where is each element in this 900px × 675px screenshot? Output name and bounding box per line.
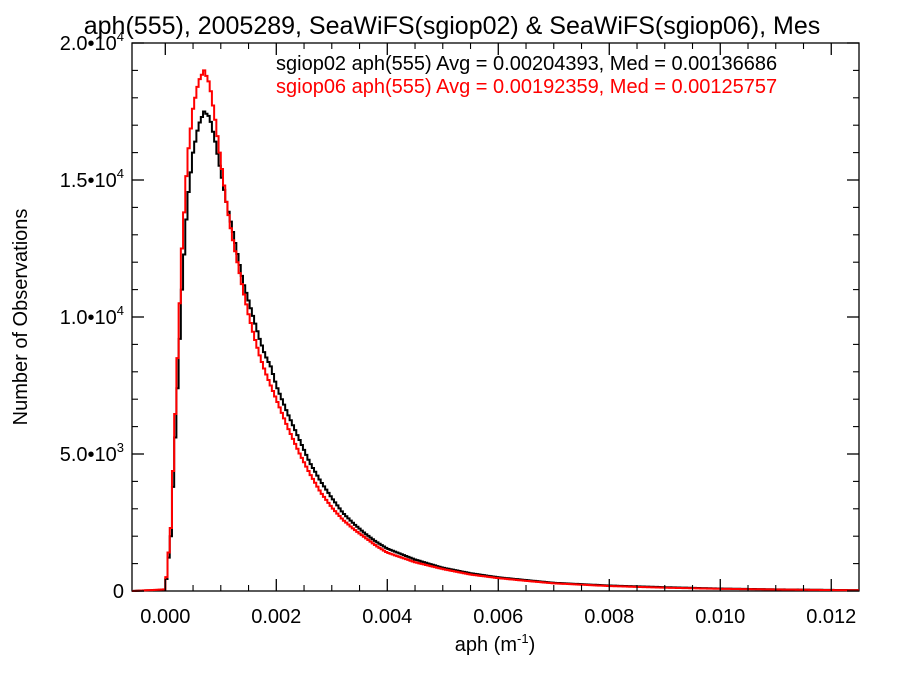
x-axis-label: aph (m-1) — [455, 631, 536, 656]
x-tick-label-1: 0.002 — [251, 606, 301, 628]
legend: sgiop02 aph(555) Avg = 0.00204393, Med =… — [276, 53, 777, 98]
x-axis-label-unit-exp: -1 — [517, 631, 529, 646]
x-tick-label-4: 0.008 — [584, 606, 634, 628]
x-axis-label-name: aph — [455, 634, 488, 656]
y-tick-exponent: 3 — [117, 440, 124, 455]
x-tick-label-0: 0.000 — [140, 606, 190, 628]
y-tick-label-4: 2.0•104 — [60, 29, 124, 55]
y-tick-label-1: 5.0•103 — [60, 440, 124, 466]
y-axis-label: Number of Observations — [10, 209, 32, 426]
x-tick-label-5: 0.010 — [695, 606, 745, 628]
y-tick-label-3: 1.5•104 — [60, 166, 124, 192]
y-tick-label-0: 0 — [113, 581, 124, 603]
y-tick-exponent: 4 — [117, 29, 124, 44]
y-tick-exponent: 4 — [117, 303, 124, 318]
series-line-2 — [132, 69, 859, 592]
y-tick-mantissa: 1.5•10 — [60, 170, 117, 192]
y-tick-mantissa: 0 — [113, 581, 124, 603]
y-tick-mantissa: 1.0•10 — [60, 307, 117, 329]
x-tick-label-2: 0.004 — [362, 606, 412, 628]
chart-title: aph(555), 2005289, SeaWiFS(sgiop02) & Se… — [84, 12, 820, 40]
ticks-layer: 0.000 0.002 0.004 0.006 0.008 0.010 0.012 0 5.0•… — [60, 29, 859, 628]
legend-entry-1: sgiop02 aph(555) Avg = 0.00204393, Med =… — [276, 53, 777, 75]
plot-frame — [131, 42, 860, 592]
x-axis-label-unit: m — [500, 634, 517, 656]
y-tick-label-2: 1.0•104 — [60, 303, 124, 329]
y-tick-mantissa: 2.0•10 — [60, 33, 117, 55]
x-tick-label-6: 0.012 — [806, 606, 856, 628]
x-tick-label-3: 0.006 — [473, 606, 523, 628]
legend-entry-2: sgiop06 aph(555) Avg = 0.00192359, Med =… — [276, 76, 777, 98]
series-layer — [132, 69, 859, 592]
series-line-1 — [132, 110, 859, 592]
y-tick-mantissa: 5.0•10 — [60, 444, 117, 466]
y-tick-exponent: 4 — [117, 166, 124, 181]
